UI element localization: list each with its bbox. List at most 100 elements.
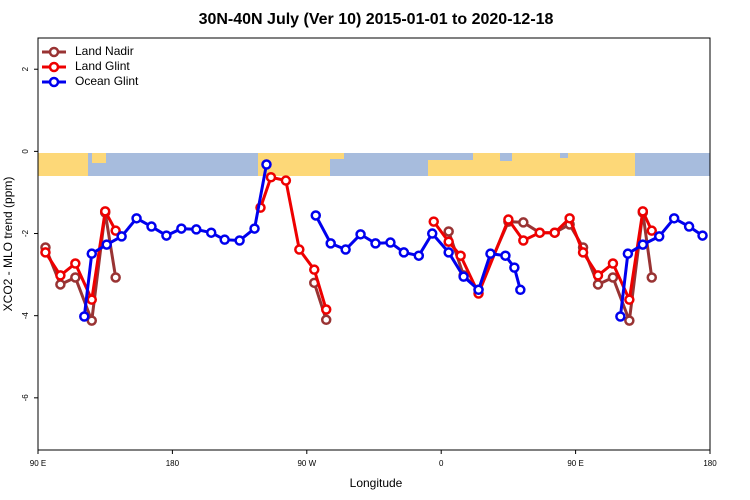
point <box>261 159 272 170</box>
x-tick-label: 90 W <box>297 459 316 468</box>
point <box>637 239 649 250</box>
point <box>592 270 604 281</box>
point <box>534 227 546 238</box>
point <box>622 248 634 259</box>
land <box>330 153 344 159</box>
point <box>515 284 526 296</box>
point <box>564 213 575 224</box>
plot-frame <box>37 37 711 451</box>
legend-marker <box>48 61 60 73</box>
point <box>443 226 454 237</box>
point <box>99 206 111 217</box>
point <box>70 258 81 269</box>
point <box>646 272 658 283</box>
x-tick-label: 180 <box>166 459 180 468</box>
point <box>79 311 90 322</box>
point <box>653 231 665 242</box>
point <box>355 229 366 240</box>
point <box>458 271 469 282</box>
point <box>426 228 438 239</box>
y-tick-label: 0 <box>21 149 30 154</box>
point <box>485 248 496 259</box>
point <box>592 279 604 290</box>
map-band <box>38 153 710 176</box>
chart-title: 30N-40N July (Ver 10) 2015-01-01 to 2020… <box>199 11 554 28</box>
land <box>92 153 106 163</box>
point <box>503 214 514 225</box>
point <box>683 221 695 232</box>
x-tick-label: 90 E <box>30 459 46 468</box>
x-tick-label: 90 E <box>567 459 583 468</box>
point <box>473 284 484 296</box>
legend-label: Ocean Glint <box>75 74 139 88</box>
legend-marker <box>48 76 60 88</box>
point <box>40 247 51 258</box>
y-tick-label: -4 <box>21 312 30 320</box>
point <box>265 172 277 183</box>
point <box>55 270 66 281</box>
point <box>577 247 589 258</box>
land <box>623 153 635 176</box>
ocean <box>560 153 568 158</box>
point <box>500 250 511 261</box>
point <box>607 258 619 269</box>
land <box>473 153 623 176</box>
legend-marker <box>48 46 60 58</box>
y-tick-label: -6 <box>21 394 30 402</box>
point <box>637 206 649 217</box>
land <box>258 153 330 176</box>
point <box>325 238 336 249</box>
point <box>455 250 466 261</box>
point <box>110 272 121 283</box>
point <box>668 213 680 224</box>
point <box>110 225 121 236</box>
point <box>294 244 305 255</box>
point <box>549 227 560 238</box>
point <box>443 247 454 258</box>
legend-label: Land Nadir <box>75 44 134 58</box>
point <box>310 210 322 221</box>
point <box>86 294 98 305</box>
point <box>428 216 439 227</box>
point <box>518 217 529 228</box>
point <box>86 315 98 326</box>
point <box>697 230 708 241</box>
point <box>646 225 658 236</box>
point <box>615 311 626 322</box>
point <box>101 239 112 250</box>
point <box>205 227 217 238</box>
point <box>161 230 172 241</box>
point <box>624 294 635 305</box>
point <box>131 213 142 224</box>
point <box>280 175 292 186</box>
ocean <box>500 153 512 161</box>
point <box>219 234 230 245</box>
point <box>146 221 157 232</box>
point <box>624 315 635 326</box>
point <box>86 248 98 259</box>
land <box>428 160 473 176</box>
y-axis-label: XCO2 - MLO trend (ppm) <box>1 177 15 312</box>
point <box>55 279 66 290</box>
point <box>398 247 410 258</box>
point <box>309 264 320 275</box>
legend-label: Land Glint <box>75 59 130 73</box>
point <box>340 244 351 255</box>
point <box>370 238 381 249</box>
point <box>191 224 202 235</box>
point <box>70 272 81 283</box>
point <box>320 304 332 315</box>
point <box>413 250 425 261</box>
point <box>176 223 187 234</box>
point <box>385 237 396 248</box>
x-tick-label: 0 <box>439 459 444 468</box>
point <box>509 262 520 273</box>
point <box>443 236 454 247</box>
series-line <box>44 175 654 310</box>
y-tick-label: -2 <box>21 229 30 237</box>
land <box>38 153 88 176</box>
point <box>249 223 260 234</box>
y-tick-label: 2 <box>21 66 30 71</box>
x-tick-label: 180 <box>703 459 717 468</box>
